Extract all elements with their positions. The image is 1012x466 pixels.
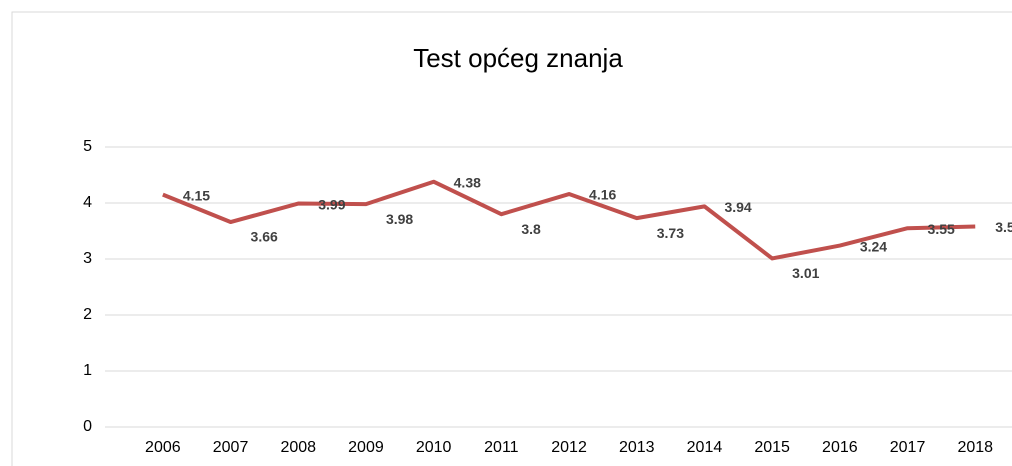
x-tick-label: 2011 bbox=[484, 439, 519, 456]
y-tick-label: 4 bbox=[83, 194, 92, 211]
x-tick-label: 2008 bbox=[280, 439, 316, 456]
x-tick-label: 2013 bbox=[619, 439, 655, 456]
x-tick-label: 2006 bbox=[145, 439, 181, 456]
data-label: 3.73 bbox=[657, 225, 684, 241]
data-label: 3.58 bbox=[995, 219, 1012, 235]
x-tick-label: 2007 bbox=[213, 439, 249, 456]
y-tick-label: 2 bbox=[83, 306, 92, 323]
y-tick-label: 1 bbox=[83, 362, 92, 379]
data-label: 4.16 bbox=[589, 187, 616, 203]
y-tick-label: 0 bbox=[83, 418, 92, 435]
data-label: 4.38 bbox=[454, 174, 481, 190]
data-label: 3.94 bbox=[724, 199, 751, 215]
data-label: 3.55 bbox=[928, 221, 955, 237]
x-tick-label: 2016 bbox=[822, 439, 858, 456]
y-tick-label: 3 bbox=[83, 250, 92, 267]
x-tick-label: 2010 bbox=[416, 439, 452, 456]
chart-title: Test općeg znanja bbox=[413, 43, 623, 73]
data-label: 3.98 bbox=[386, 211, 413, 227]
data-label: 3.99 bbox=[318, 196, 345, 212]
x-tick-label: 2015 bbox=[754, 439, 790, 456]
data-label: 3.8 bbox=[521, 221, 541, 237]
data-label: 3.66 bbox=[251, 229, 278, 245]
y-tick-label: 5 bbox=[83, 138, 92, 155]
x-tick-label: 2012 bbox=[551, 439, 587, 456]
x-tick-label: 2017 bbox=[890, 439, 926, 456]
data-label: 4.15 bbox=[183, 187, 210, 203]
x-tick-label: 2018 bbox=[957, 439, 993, 456]
x-tick-label: 2009 bbox=[348, 439, 384, 456]
data-label: 3.01 bbox=[792, 265, 819, 281]
data-label: 3.24 bbox=[860, 238, 887, 254]
line-series bbox=[162, 179, 976, 261]
x-tick-label: 2014 bbox=[687, 439, 723, 456]
chart-border bbox=[11, 11, 1012, 466]
